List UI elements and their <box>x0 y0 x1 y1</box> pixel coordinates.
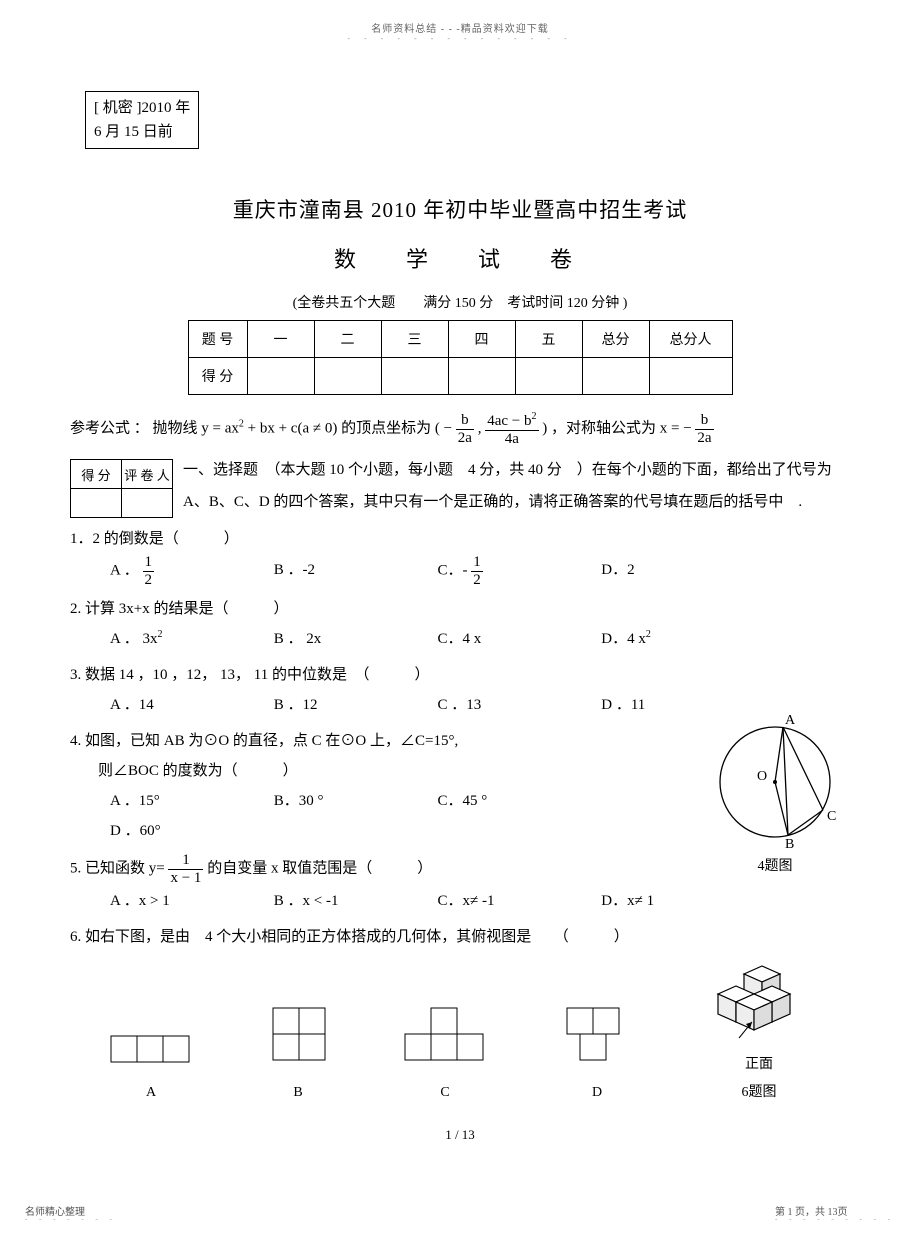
q2-opt-c: C．4 x <box>438 624 598 654</box>
q1-text: 1．2 的倒数是（ ） <box>70 524 850 554</box>
mini-cell <box>122 489 173 518</box>
dots-decoration: - - - - - - - - - - - - - - <box>70 37 850 41</box>
svg-text:B: B <box>785 837 794 850</box>
th-label: 题 号 <box>188 321 247 358</box>
q6-opt-d: D <box>562 1003 632 1107</box>
cell <box>448 358 515 395</box>
section-1-heading: 一、选择题 （本大题 10 个小题，每小题 4 分，共 40 分 ）在每个小题的… <box>70 455 850 518</box>
cell <box>247 358 314 395</box>
formula-mid1: + bx + c(a ≠ 0) 的顶点坐标为 ( − <box>248 420 452 436</box>
q4-opt-b: B．30 ° <box>274 786 434 816</box>
q6-opt-a: A <box>106 1028 196 1107</box>
svg-text:O: O <box>757 769 767 784</box>
grid-b-icon <box>268 1003 328 1068</box>
score-label: 得 分 <box>188 358 247 395</box>
secret-line-1: [ 机密 ]2010 年 <box>94 96 190 120</box>
col-3: 三 <box>381 321 448 358</box>
q6-opt-c: C <box>400 1003 490 1107</box>
circle-diagram-icon: A B C O <box>705 710 845 850</box>
page-footer: 名师精心整理 - - - - - - - 第 1 页，共 13页 - - - -… <box>0 1173 920 1231</box>
q4-opt-d: D ．60° <box>110 816 270 846</box>
svg-text:A: A <box>785 713 796 728</box>
cell <box>381 358 448 395</box>
exam-subtitle: (全卷共五个大题 满分 150 分 考试时间 120 分钟 ) <box>70 292 850 312</box>
q1-opt-b: B ．-2 <box>274 555 434 585</box>
q2-opt-b: B ． 2x <box>274 624 434 654</box>
question-1: 1．2 的倒数是（ ） A ． 12 B ．-2 C．- 12 D．2 <box>70 524 850 588</box>
formula-sep: , <box>478 420 486 436</box>
exam-title-line2: 数 学 试 卷 <box>70 242 850 274</box>
footer-right: 第 1 页，共 13页 - - - - - - - - - <box>775 1203 895 1221</box>
q3-text: 3. 数据 14 ，10 ，12， 13， 11 的中位数是 （ ） <box>70 660 850 690</box>
page-top-header: 名师资料总结 - - -精品资料欢迎下载 <box>70 20 850 35</box>
cell <box>314 358 381 395</box>
q4-caption: 4题图 <box>700 855 850 875</box>
score-table: 题 号 一 二 三 四 五 总分 总分人 得 分 <box>188 320 733 395</box>
q5-opt-c: C．x≠ -1 <box>438 886 598 916</box>
score-table-score-row: 得 分 <box>188 358 732 395</box>
q2-opt-a: A ． 3x2 <box>110 624 270 654</box>
cell <box>582 358 649 395</box>
frac-vertex-x: b2a <box>456 412 474 446</box>
cell <box>515 358 582 395</box>
q1-opt-c: C．- 12 <box>438 554 598 588</box>
grid-a-icon <box>106 1028 196 1068</box>
col-total: 总分 <box>582 321 649 358</box>
q2-opt-d: D．4 x2 <box>601 624 761 654</box>
q3-opt-d: D ．11 <box>601 690 761 720</box>
formula-prefix: 参考公式 ： 抛物线 y = ax <box>70 420 239 436</box>
q5-opt-b: B ．x < -1 <box>274 886 434 916</box>
frac-vertex-y: 4ac − b24a <box>485 411 538 447</box>
q1-opt-d: D．2 <box>601 555 761 585</box>
q6-text: 6. 如右下图，是由 4 个大小相同的正方体搭成的几何体，其俯视图是 （ ） <box>70 922 850 952</box>
svg-text:C: C <box>827 809 836 824</box>
score-table-header-row: 题 号 一 二 三 四 五 总分 总分人 <box>188 321 732 358</box>
secret-line-2: 6 月 15 日前 <box>94 120 190 144</box>
q4-figure: A B C O 4题图 <box>700 710 850 875</box>
col-4: 四 <box>448 321 515 358</box>
q1-opt-a: A ． 12 <box>110 554 270 588</box>
grid-c-icon <box>400 1003 490 1068</box>
frac-axis: b2a <box>695 412 713 446</box>
col-scorer: 总分人 <box>649 321 732 358</box>
q4-opt-a: A ．15° <box>110 786 270 816</box>
reference-formula: 参考公式 ： 抛物线 y = ax2 + bx + c(a ≠ 0) 的顶点坐标… <box>70 411 850 447</box>
col-1: 一 <box>247 321 314 358</box>
grid-d-icon <box>562 1003 632 1068</box>
footer-left: 名师精心整理 - - - - - - - <box>25 1203 117 1221</box>
question-3: 3. 数据 14 ，10 ，12， 13， 11 的中位数是 （ ） A ．14… <box>70 660 850 720</box>
q3-opt-c: C ．13 <box>438 690 598 720</box>
front-label: 正面 <box>704 1051 814 1079</box>
col-5: 五 <box>515 321 582 358</box>
mini-grader: 评 卷 人 <box>122 460 173 489</box>
formula-mid2: ) ，对称轴公式为 x = − <box>542 420 691 436</box>
page-number: 1 / 13 <box>70 1127 850 1143</box>
question-2: 2. 计算 3x+x 的结果是（ ） A ． 3x2 B ． 2x C．4 x … <box>70 594 850 654</box>
q5-opt-a: A ．x > 1 <box>110 886 270 916</box>
q4-opt-c: C．45 ° <box>438 786 598 816</box>
q2-text: 2. 计算 3x+x 的结果是（ ） <box>70 594 850 624</box>
secret-box: [ 机密 ]2010 年 6 月 15 日前 <box>85 91 199 149</box>
mini-cell <box>71 489 122 518</box>
q6-solid-figure: 正面 6题图 <box>704 960 814 1107</box>
q3-opt-b: B ．12 <box>274 690 434 720</box>
q3-opt-a: A ．14 <box>110 690 270 720</box>
score-mini-table: 得 分 评 卷 人 <box>70 459 173 518</box>
col-2: 二 <box>314 321 381 358</box>
exam-title-line1: 重庆市潼南县 2010 年初中毕业暨高中招生考试 <box>70 194 850 224</box>
cube-stack-icon <box>704 960 814 1040</box>
q5-opt-d: D．x≠ 1 <box>601 886 761 916</box>
cell <box>649 358 732 395</box>
q6-opt-b: B <box>268 1003 328 1107</box>
question-6: 6. 如右下图，是由 4 个大小相同的正方体搭成的几何体，其俯视图是 （ ） A <box>70 922 850 1107</box>
mini-score: 得 分 <box>71 460 122 489</box>
q6-caption: 6题图 <box>704 1079 814 1107</box>
